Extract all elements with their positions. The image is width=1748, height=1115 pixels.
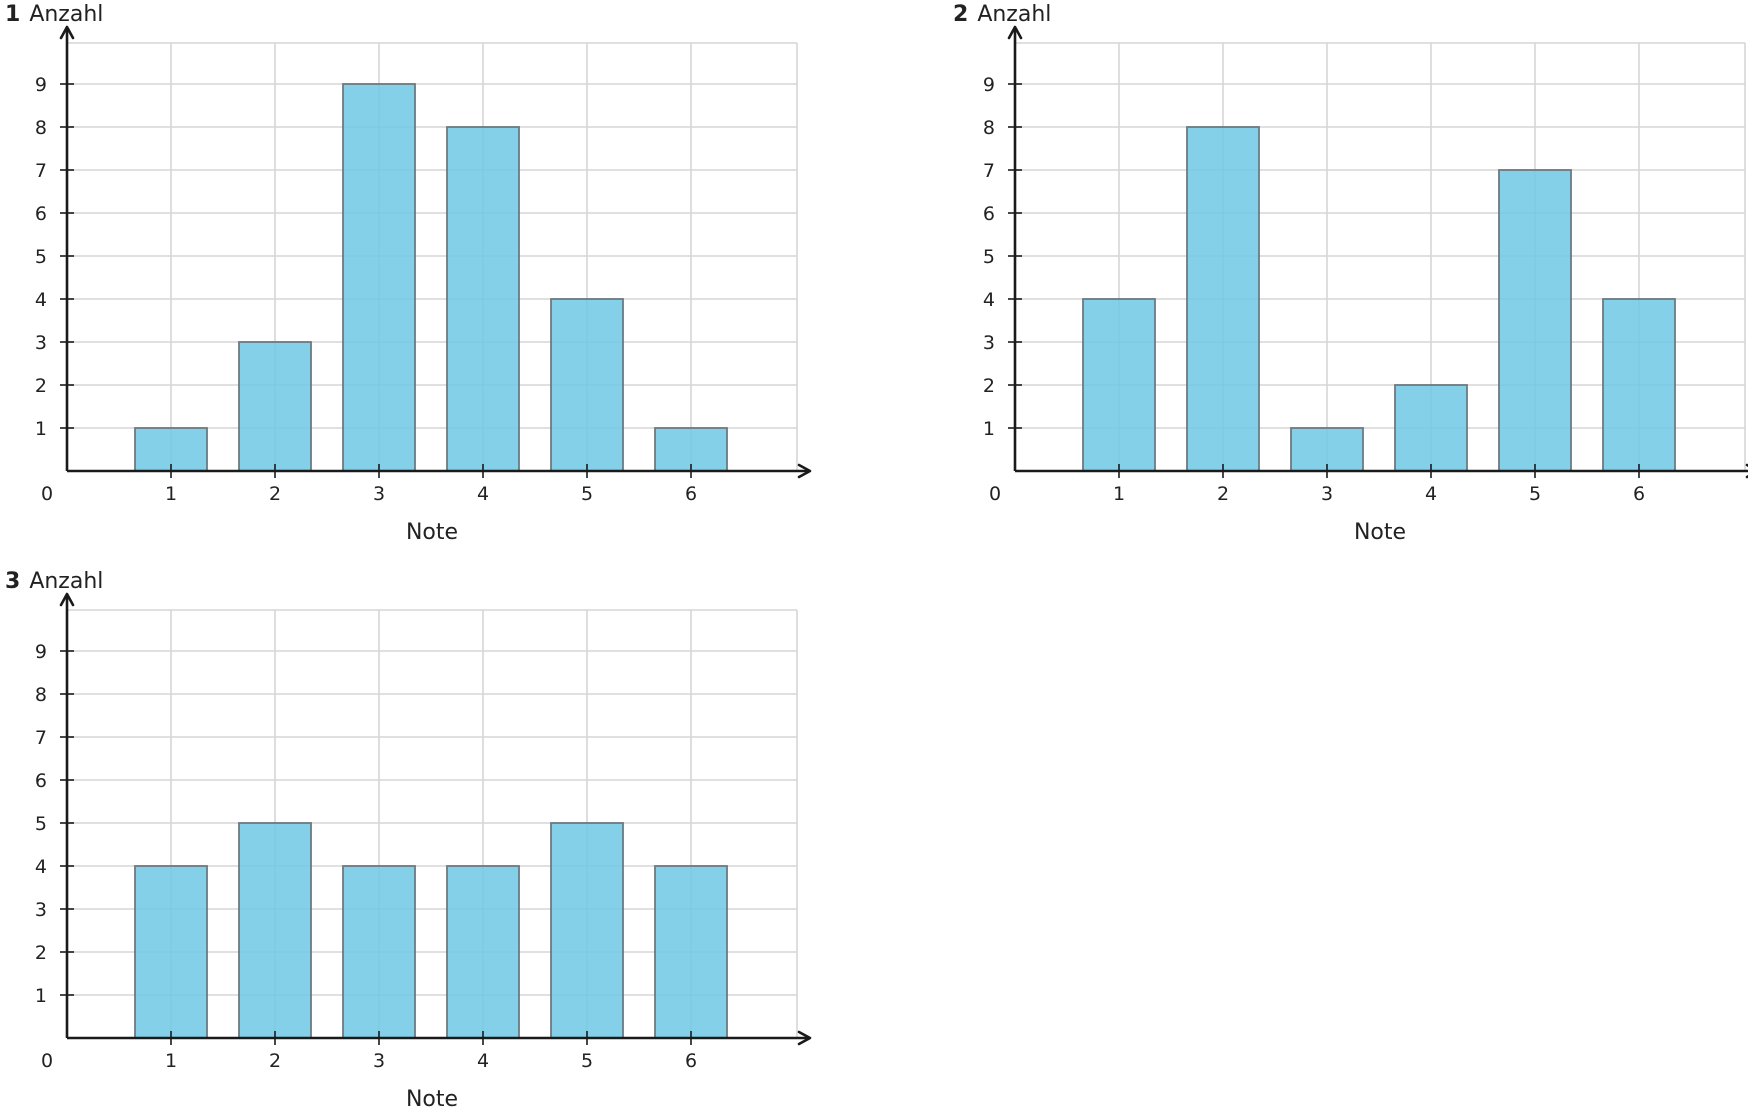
y-tick-label: 1: [35, 985, 47, 1007]
y-tick-label: 3: [35, 332, 47, 354]
y-tick-label: 5: [35, 813, 47, 835]
chart-number: 1: [5, 2, 20, 27]
x-tick-label: 2: [1217, 483, 1229, 505]
y-tick-label: 9: [35, 74, 47, 96]
x-tick-label: 3: [373, 483, 385, 505]
y-tick-label: 1: [35, 418, 47, 440]
y-tick-label: 7: [35, 727, 47, 749]
gridlines: [67, 42, 798, 471]
y-tick-label: 6: [35, 203, 47, 225]
bar-note-4: [1394, 384, 1468, 472]
bars: [134, 83, 728, 472]
bar-note-6: [654, 865, 728, 1039]
x-tick-label: 4: [1425, 483, 1437, 505]
bar-note-5: [550, 822, 624, 1039]
y-axis-label: Anzahl: [977, 2, 1051, 27]
y-tick-label: 2: [35, 375, 47, 397]
y-axis-arrow: [59, 25, 75, 40]
x-tick-label: 3: [373, 1050, 385, 1072]
x-tick-label: 5: [581, 1050, 593, 1072]
bar-note-5: [550, 298, 624, 472]
bars: [134, 822, 728, 1039]
y-tick-label: 4: [983, 289, 995, 311]
x-tick-label: 5: [1529, 483, 1541, 505]
chart-number: 2: [953, 2, 968, 27]
x-tick-label: 6: [685, 483, 697, 505]
y-tick-label: 4: [35, 289, 47, 311]
bar-note-3: [342, 83, 416, 472]
chart-panel-2: 2 Anzahl 1 2 3 4 5 6 7 8 9 1 2 3 4 5 6 0 Note: [953, 2, 1748, 545]
y-tick-label: 1: [983, 418, 995, 440]
x-tick-label: 1: [165, 1050, 177, 1072]
x-tick-label: 6: [1633, 483, 1645, 505]
chart-2-title: 2 Anzahl: [953, 2, 1051, 27]
bar-note-2: [238, 822, 312, 1039]
chart-number: 3: [5, 569, 20, 594]
origin-label: 0: [989, 483, 1001, 505]
x-tick-label: 4: [477, 1050, 489, 1072]
x-axis-arrow: [797, 463, 812, 479]
origin-label: 0: [41, 1050, 53, 1072]
origin-label: 0: [41, 483, 53, 505]
chart-1-title: 1 Anzahl: [5, 2, 103, 27]
bar-note-2: [238, 341, 312, 472]
y-tick-label: 8: [35, 117, 47, 139]
y-tick-label: 6: [983, 203, 995, 225]
chart-3-title: 3 Anzahl: [5, 569, 103, 594]
x-axis-title: Note: [1354, 520, 1406, 545]
y-axis-label: Anzahl: [29, 2, 103, 27]
y-tick-label: 5: [983, 246, 995, 268]
y-tick-label: 2: [35, 942, 47, 964]
y-tick-label: 3: [35, 899, 47, 921]
y-tick-label: 8: [983, 117, 995, 139]
y-tick-label: 6: [35, 770, 47, 792]
x-tick-label: 2: [269, 1050, 281, 1072]
y-tick-label: 7: [35, 160, 47, 182]
x-tick-label: 1: [165, 483, 177, 505]
y-tick-label: 5: [35, 246, 47, 268]
bar-note-1: [1082, 298, 1156, 472]
x-tick-label: 6: [685, 1050, 697, 1072]
x-axis-title: Note: [406, 1087, 458, 1112]
y-axis-arrow: [59, 592, 75, 607]
x-axis-title: Note: [406, 520, 458, 545]
y-tick-label: 7: [983, 160, 995, 182]
chart-panel-1: 1 Anzahl 1 2 3 4 5 6 7 8 9 1 2 3 4 5 6 0 Note: [5, 2, 812, 545]
bar-note-5: [1498, 169, 1572, 472]
y-axis-arrow: [1007, 25, 1023, 40]
x-tick-label: 3: [1321, 483, 1333, 505]
x-axis-arrow: [797, 1030, 812, 1046]
chart-panel-3: 3 Anzahl 1 2 3 4 5 6 7 8 9 1 2 3 4 5 6 0 Note: [5, 569, 812, 1112]
bar-note-4: [446, 126, 520, 472]
bar-note-2: [1186, 126, 1260, 472]
y-tick-label: 2: [983, 375, 995, 397]
y-tick-label: 3: [983, 332, 995, 354]
bar-note-3: [342, 865, 416, 1039]
y-tick-label: 9: [35, 641, 47, 663]
x-tick-label: 1: [1113, 483, 1125, 505]
y-tick-label: 8: [35, 684, 47, 706]
x-tick-label: 2: [269, 483, 281, 505]
x-tick-label: 4: [477, 483, 489, 505]
bar-note-4: [446, 865, 520, 1039]
bar-note-1: [134, 865, 208, 1039]
bar-note-6: [654, 427, 728, 472]
y-tick-label: 9: [983, 74, 995, 96]
bar-note-6: [1602, 298, 1676, 472]
x-tick-label: 5: [581, 483, 593, 505]
y-axis-label: Anzahl: [29, 569, 103, 594]
y-tick-label: 4: [35, 856, 47, 878]
